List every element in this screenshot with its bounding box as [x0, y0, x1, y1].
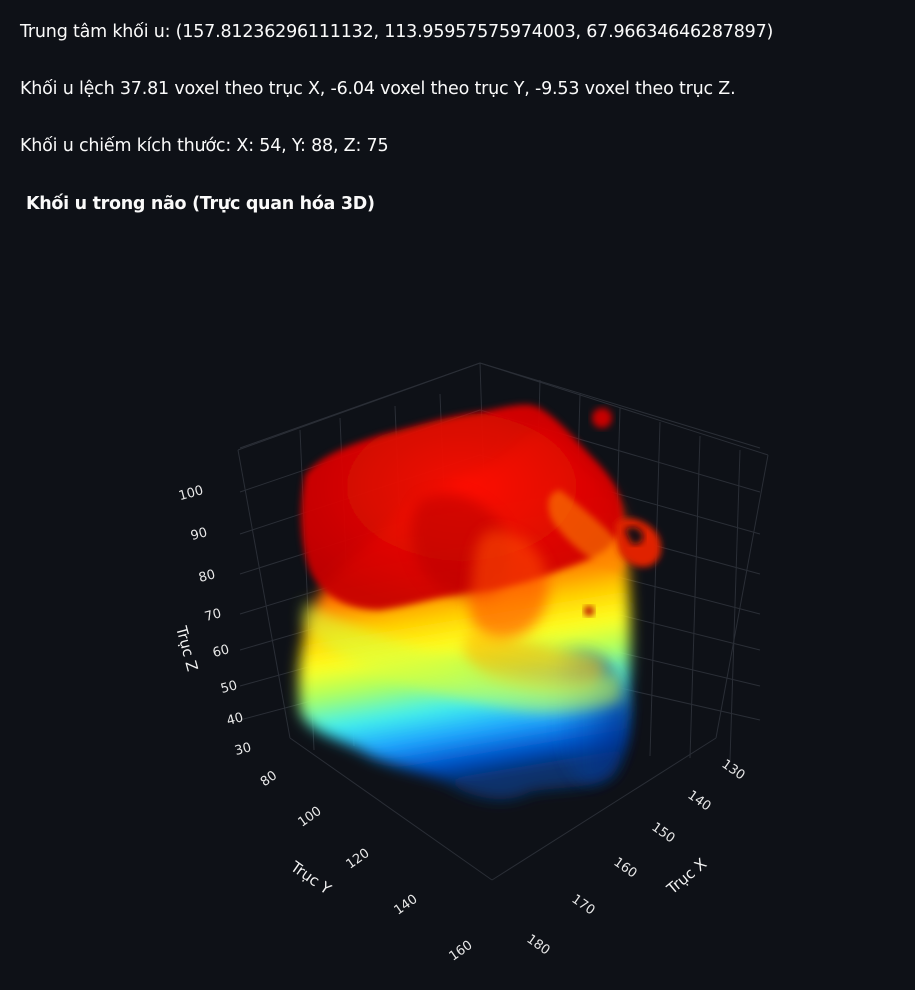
z-tick-label-40: 40 — [225, 710, 245, 729]
z-tick-label-50: 50 — [219, 678, 239, 697]
x-tick-label-140: 140 — [685, 788, 714, 815]
grid-x-wall-3 — [649, 421, 661, 757]
x-tick-label-170: 170 — [569, 892, 598, 919]
y-tick-label-100: 100 — [296, 804, 325, 831]
z-tick-label-70: 70 — [203, 606, 223, 625]
x-tick-label-180: 180 — [524, 932, 553, 959]
z-axis-title: Trục Z — [172, 623, 202, 673]
grid-x-wall-4 — [689, 435, 701, 759]
x-axis-title: Trục X — [663, 855, 711, 899]
y-tick-label-140: 140 — [392, 892, 421, 919]
y-tick-label-160: 160 — [447, 938, 476, 965]
3d-plot-canvas[interactable]: 1009080706050403080100120140160130140150… — [0, 230, 915, 990]
tumor-center-text: Trung tâm khối u: (157.81236296111132, 1… — [20, 22, 774, 42]
grid-floor-front-left — [289, 737, 493, 881]
y-axis-title: Trục Y — [287, 857, 336, 899]
x-tick-label-160: 160 — [611, 855, 640, 882]
z-tick-label-30: 30 — [233, 740, 253, 759]
z-tick-label-90: 90 — [189, 525, 209, 544]
z-tick-label-100: 100 — [177, 483, 205, 504]
x-tick-label-150: 150 — [649, 820, 678, 847]
grid-edge-top-right — [479, 362, 769, 456]
grid-edge-left — [237, 449, 291, 739]
grid-edge-right — [715, 454, 769, 739]
z-tick-label-60: 60 — [211, 642, 231, 661]
tumor-voxel-cloud — [298, 404, 662, 800]
3d-scatter-plot[interactable]: 100 90 80 70 60 50 40 30 80 100 120 140 160 130 140 150… — [0, 230, 915, 990]
tumor-size-text: Khối u chiếm kích thước: X: 54, Y: 88, Z… — [20, 136, 389, 156]
tumor-offset-text: Khối u lệch 37.81 voxel theo trục X, -6.… — [20, 79, 736, 99]
x-tick-label-130: 130 — [719, 757, 748, 784]
y-tick-label-120: 120 — [344, 846, 373, 873]
grid-z-left-0 — [239, 362, 481, 449]
grid-floor-front-right — [491, 737, 717, 881]
plot-tick-labels: 1009080706050403080100120140160130140150… — [177, 483, 747, 964]
z-tick-label-80: 80 — [197, 567, 217, 586]
grid-x-wall-5 — [729, 449, 741, 761]
y-tick-label-80: 80 — [258, 768, 280, 790]
section-title-3d-visualization: Khối u trong não (Trực quan hóa 3D) — [26, 194, 375, 214]
grid-z-right-0 — [479, 362, 761, 449]
